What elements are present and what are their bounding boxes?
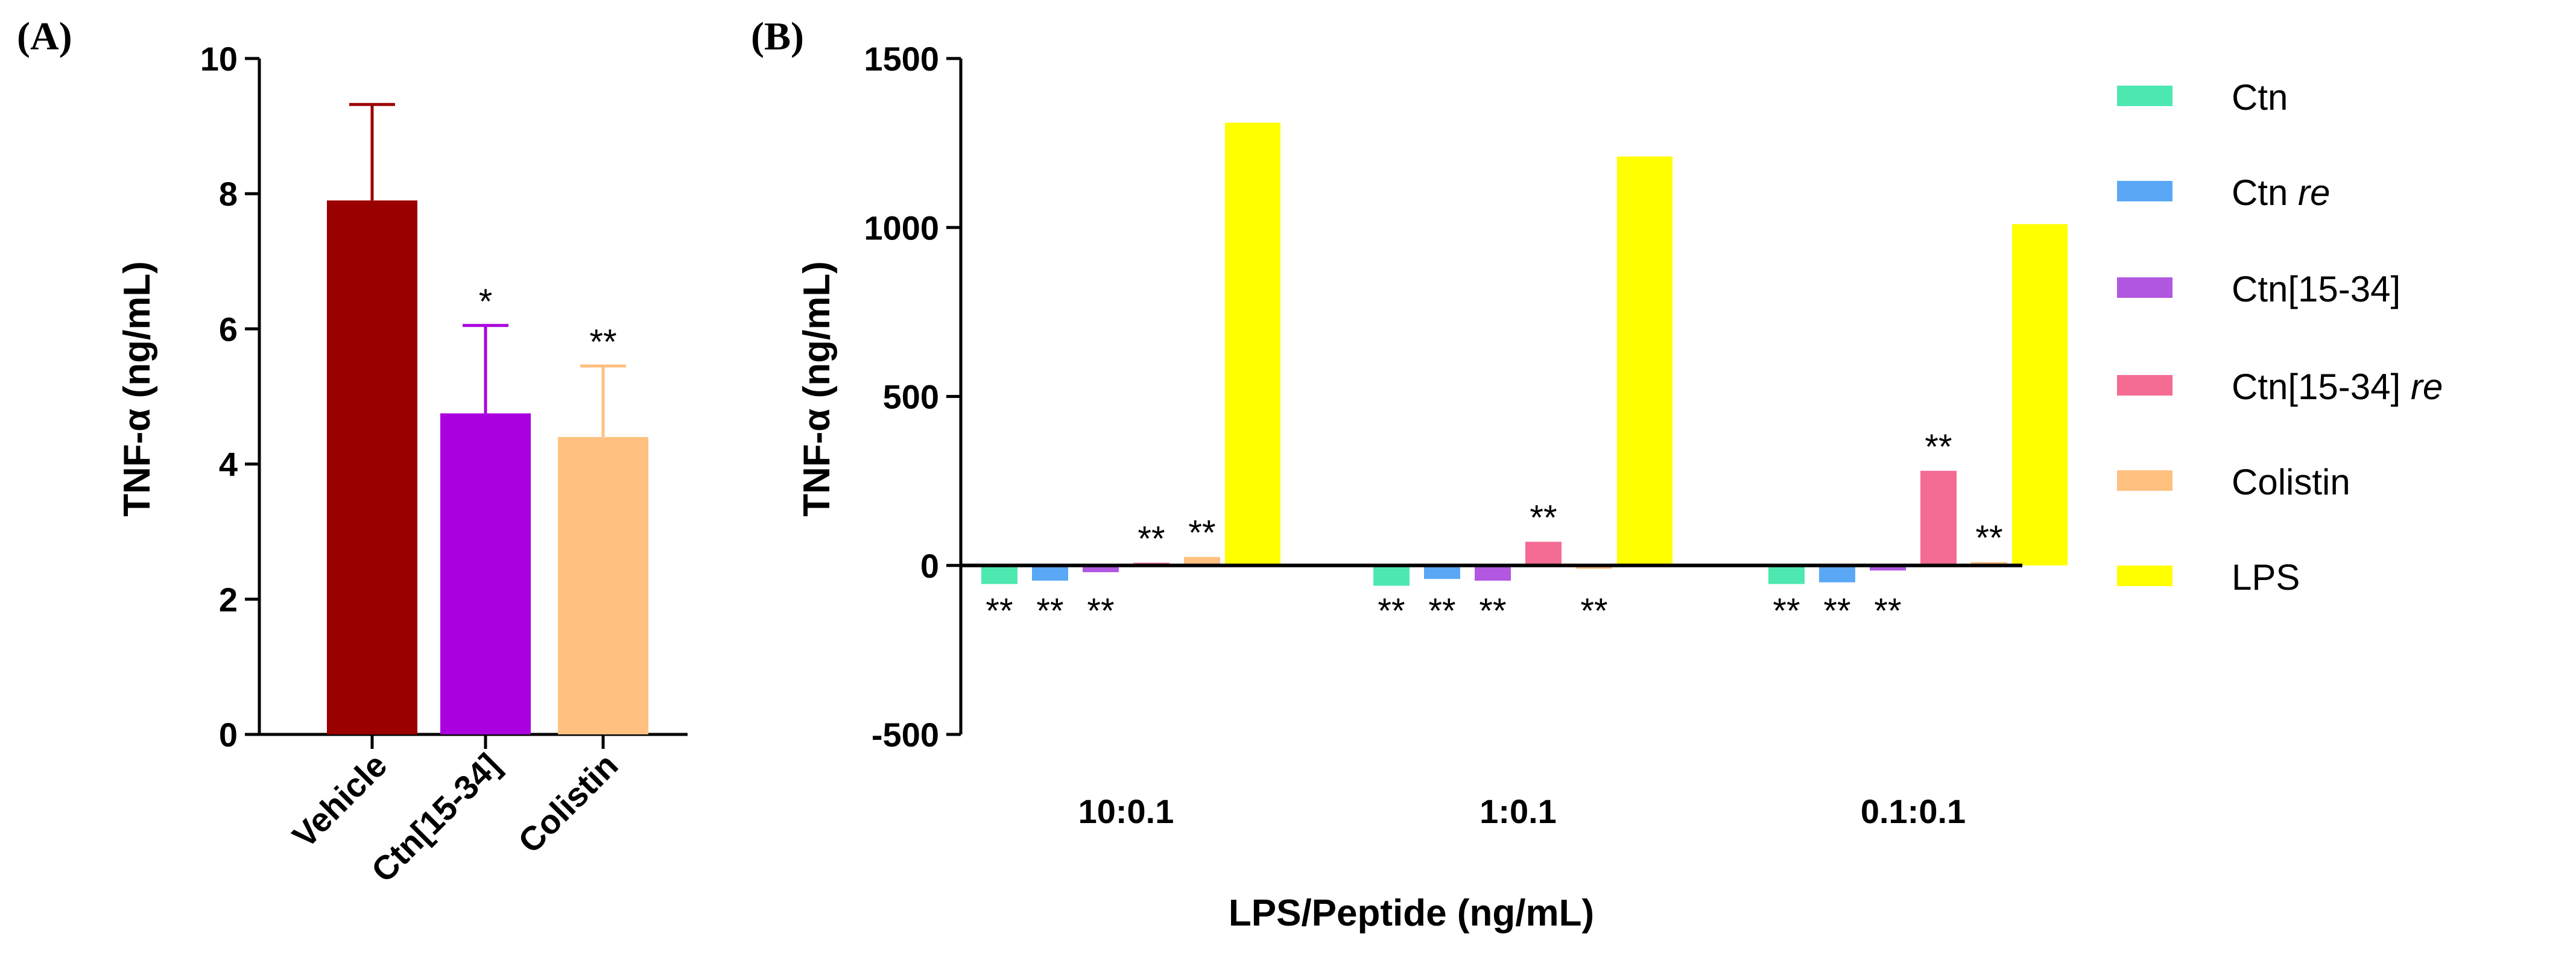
panel-b-significance: ** xyxy=(1428,592,1455,631)
panel-a-bar xyxy=(327,200,417,734)
panel-a-y-tick-label: 4 xyxy=(219,446,238,484)
panel-b-significance: ** xyxy=(1580,592,1607,631)
panel-b-bar xyxy=(1424,565,1460,579)
panel-b-significance: ** xyxy=(1823,592,1850,631)
panel-a-category-label: Colistin xyxy=(511,746,625,860)
panel-b-category-label: 1:0.1 xyxy=(1479,792,1557,830)
panel-b-bar xyxy=(1768,565,1805,584)
panel-b-y-tick-label: 0 xyxy=(920,547,939,585)
legend-label-main: Ctn[15-34] xyxy=(2232,367,2411,407)
panel-label-b: (B) xyxy=(751,14,804,58)
legend-label-italic: re xyxy=(2411,367,2443,407)
legend-swatch xyxy=(2117,470,2173,491)
legend-label-italic: re xyxy=(2298,172,2330,213)
panel-b-significance: ** xyxy=(1874,592,1901,631)
panel-b-bar xyxy=(1525,541,1562,566)
legend-label-main: Ctn xyxy=(2232,77,2288,118)
panel-b-category-label: 10:0.1 xyxy=(1078,792,1174,830)
panel-a-category-label: Vehicle xyxy=(285,746,394,855)
panel-b-y-tick-label: 1000 xyxy=(864,209,939,247)
panel-b-bar xyxy=(1032,565,1068,581)
panel-b-significance: ** xyxy=(1036,592,1063,631)
panel-b-bar xyxy=(1617,156,1673,566)
panel-b-significance: ** xyxy=(1530,499,1557,538)
panel-b-bar xyxy=(1870,565,1906,571)
panel-b-y-tick-label: 1500 xyxy=(864,40,939,78)
panel-b-bar xyxy=(1920,470,1957,566)
panel-b-y-axis-title: TNF-α (ng/mL) xyxy=(796,261,838,517)
panel-a-y-tick-label: 2 xyxy=(219,581,238,619)
panel-b-bar xyxy=(1475,565,1511,581)
panel-b-bar xyxy=(1184,557,1220,566)
panel-b-significance: ** xyxy=(986,592,1013,631)
panel-a-significance: ** xyxy=(589,323,616,362)
legend-swatch xyxy=(2117,86,2173,106)
panel-b-significance: ** xyxy=(1925,428,1952,467)
panel-label-a: (A) xyxy=(17,14,72,58)
legend-swatch xyxy=(2117,181,2173,201)
panel-b-x-axis-title: LPS/Peptide (ng/mL) xyxy=(1229,892,1594,934)
panel-b-bar xyxy=(1225,122,1280,566)
panel-b-significance: ** xyxy=(1378,592,1405,631)
panel-b-bar xyxy=(2012,224,2068,566)
panel-b-bar xyxy=(1083,565,1119,572)
panel-a-y-tick-label: 0 xyxy=(219,716,238,754)
legend-label: Ctn[15-34] re xyxy=(2232,367,2443,407)
legend-label: Ctn re xyxy=(2232,172,2330,213)
panel-b-significance: ** xyxy=(1773,592,1800,631)
panel-b-y-tick-label: -500 xyxy=(872,716,939,754)
panel-b-bar xyxy=(1373,565,1410,586)
legend-swatch xyxy=(2117,277,2173,298)
panel-a-y-tick-label: 10 xyxy=(200,40,238,78)
panel-a-bar xyxy=(440,413,531,734)
legend-label-main: Ctn xyxy=(2232,172,2298,213)
legend-label-main: LPS xyxy=(2232,557,2300,598)
panel-b-significance: ** xyxy=(1188,514,1215,553)
panel-b-bar xyxy=(1819,565,1855,582)
panel-b-plot: -500 0 500 1000 1500 ** ** ** ** ** 10:0.1 ** ** ** **… xyxy=(864,40,2068,830)
legend-label: LPS xyxy=(2232,557,2300,598)
legend-label: Ctn[15-34] xyxy=(2232,269,2400,309)
panel-a-y-axis-title: TNF-α (ng/mL) xyxy=(116,261,158,517)
legend-label: Colistin xyxy=(2232,462,2350,502)
panel-a-significance: * xyxy=(479,282,493,321)
legend-label: Ctn xyxy=(2232,77,2288,118)
panel-a-y-tick-label: 6 xyxy=(219,310,238,348)
legend-label-main: Colistin xyxy=(2232,462,2350,502)
legend-swatch xyxy=(2117,375,2173,396)
panel-b-significance: ** xyxy=(1975,519,2002,558)
panel-a-bar xyxy=(558,437,648,734)
panel-b-category-label: 0.1:0.1 xyxy=(1861,792,1966,830)
panel-b-significance: ** xyxy=(1479,592,1506,631)
panel-b-y-tick-label: 500 xyxy=(883,378,939,416)
panel-a-y-tick-label: 8 xyxy=(219,175,238,213)
panel-b-bar xyxy=(981,565,1017,584)
panel-b-significance: ** xyxy=(1138,519,1165,558)
panel-b-significance: ** xyxy=(1087,592,1114,631)
legend-swatch xyxy=(2117,566,2173,586)
legend-label-main: Ctn[15-34] xyxy=(2232,269,2400,309)
